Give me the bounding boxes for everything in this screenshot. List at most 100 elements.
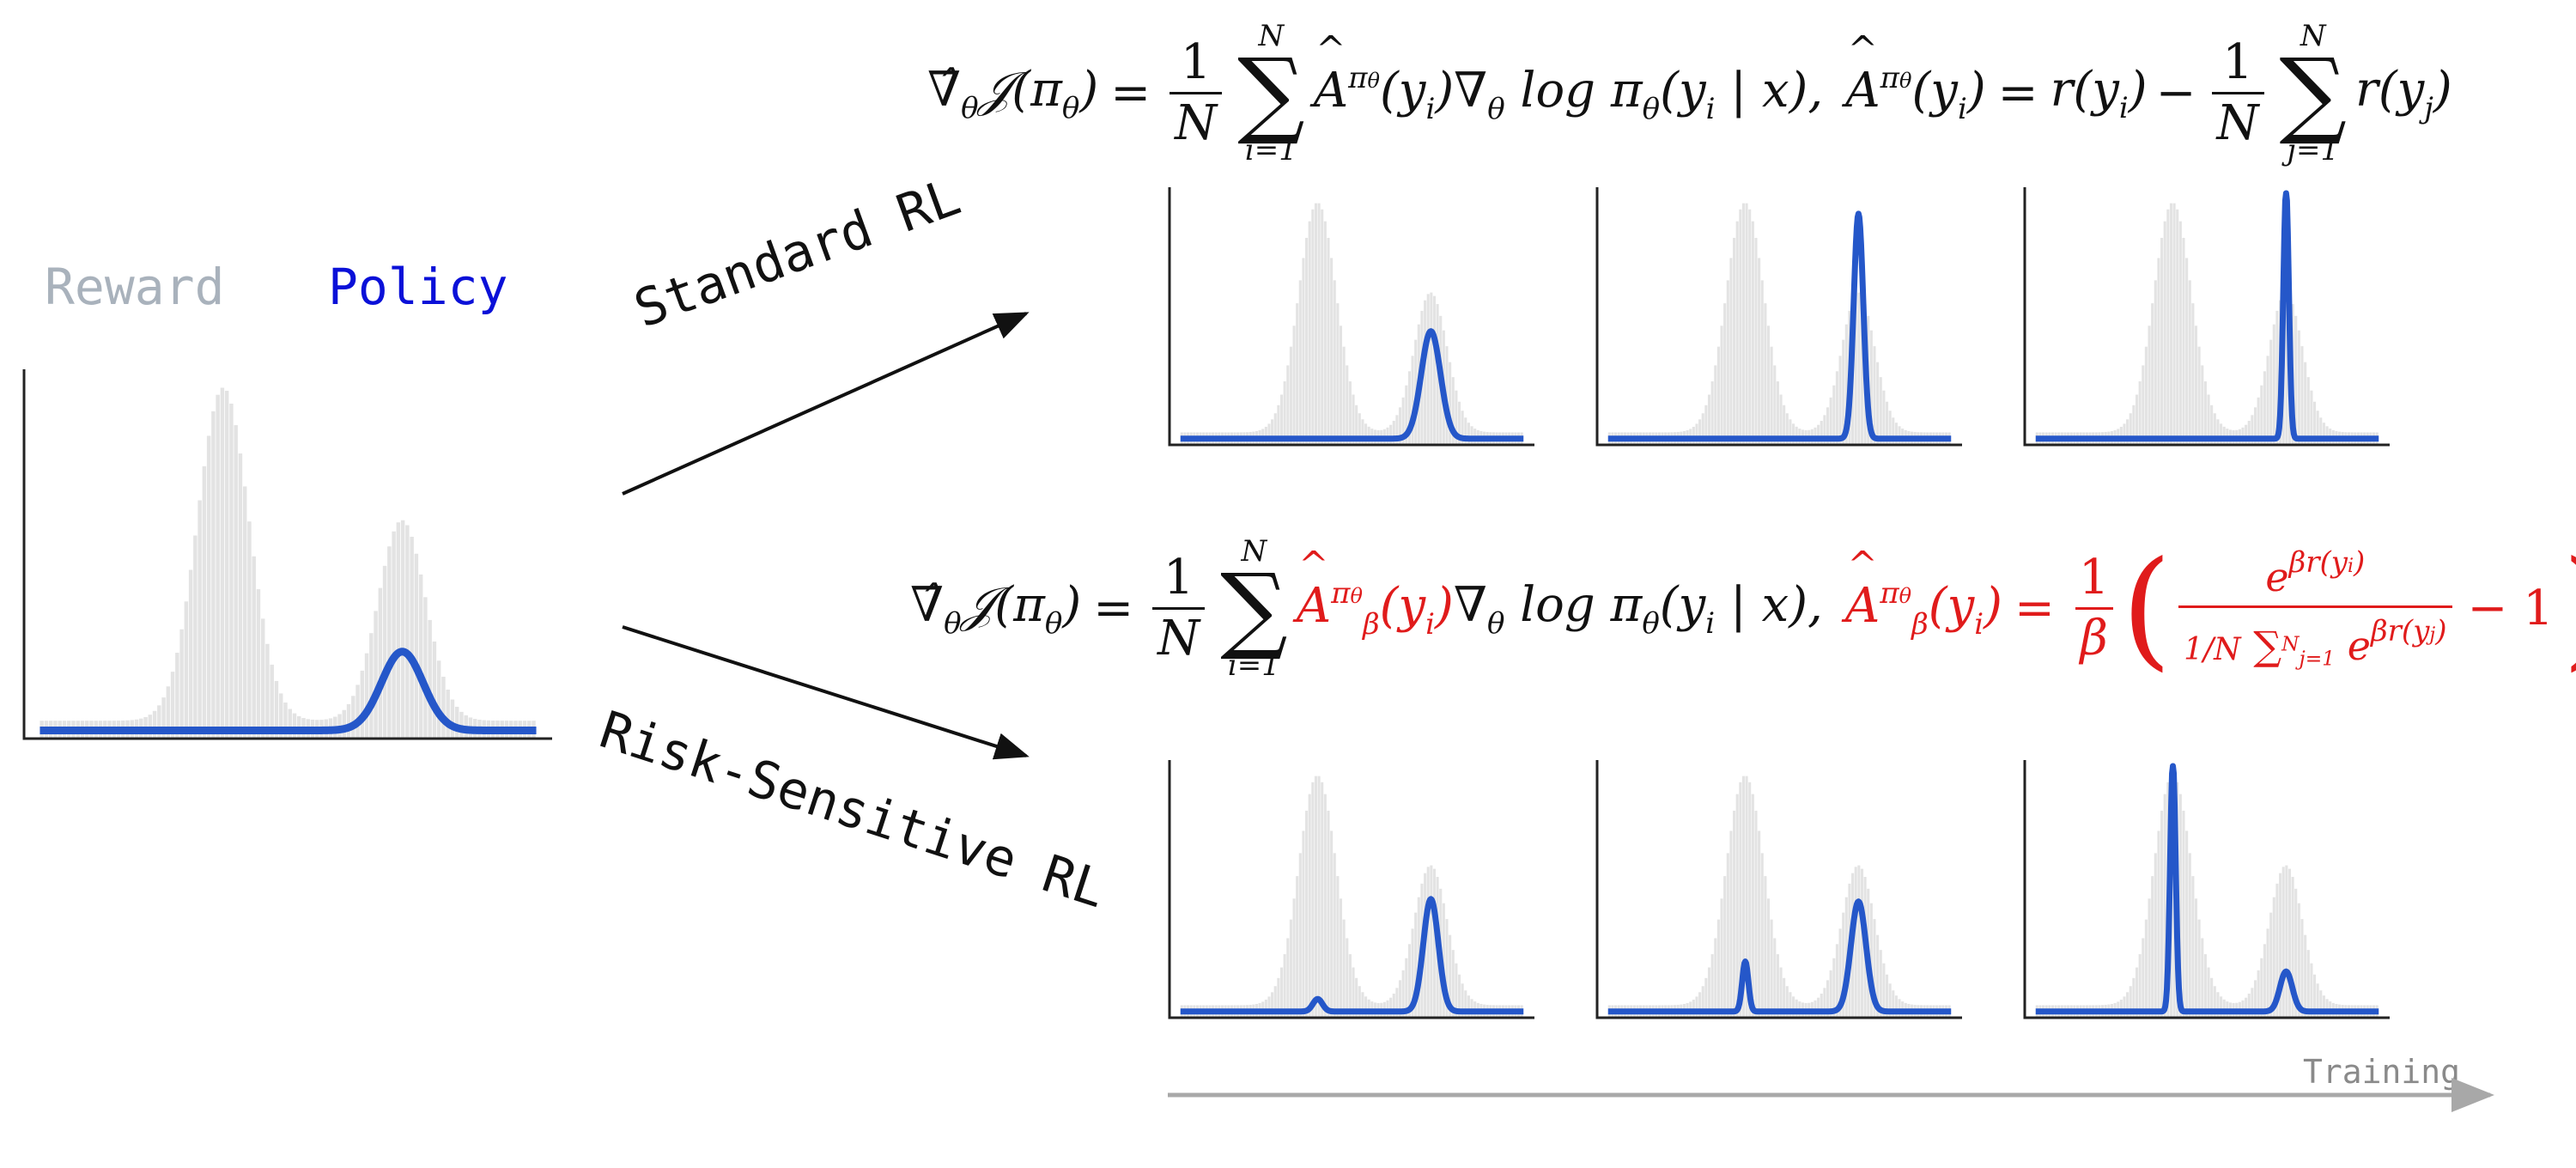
reward-bar bbox=[2312, 401, 2317, 445]
reward-bar bbox=[2294, 888, 2298, 1018]
reward-bar bbox=[2247, 993, 2251, 1018]
reward-bar bbox=[206, 435, 211, 739]
reward-bar bbox=[1844, 897, 1848, 1018]
reward-bar bbox=[1298, 853, 1302, 1018]
policy-curve bbox=[1178, 328, 1526, 442]
reward-bar bbox=[1355, 977, 1358, 1018]
reward-bar bbox=[1426, 294, 1430, 445]
reward-bar bbox=[446, 690, 450, 739]
reward-bar bbox=[1277, 977, 1280, 1018]
reward-bar bbox=[1330, 830, 1334, 1018]
reward-bar bbox=[224, 391, 229, 739]
reward-bar bbox=[184, 601, 189, 739]
reward-bar bbox=[1817, 424, 1820, 445]
reward-bar bbox=[1888, 411, 1892, 445]
reward-bar bbox=[1873, 919, 1876, 1018]
reward-bar bbox=[2247, 420, 2251, 445]
reward-bar bbox=[1832, 385, 1836, 445]
reward-bar bbox=[1346, 365, 1349, 445]
reward-bar bbox=[1467, 423, 1470, 445]
reward-bar bbox=[2135, 967, 2139, 1018]
reward-bar bbox=[436, 660, 441, 739]
reward-bar bbox=[382, 565, 387, 739]
reward-legend-label: Reward bbox=[45, 258, 225, 316]
reward-bar bbox=[2306, 377, 2310, 445]
reward-bar bbox=[1271, 992, 1274, 1018]
reward-bar bbox=[2210, 977, 2214, 1018]
reward-bar bbox=[1464, 417, 1467, 445]
reward-bar bbox=[432, 641, 437, 739]
reward-bar bbox=[1829, 970, 1832, 1018]
reward-bar bbox=[360, 670, 365, 739]
reward-bar bbox=[1726, 853, 1729, 1018]
reward-bar bbox=[1835, 944, 1838, 1018]
reward-bar bbox=[1823, 415, 1826, 445]
reward-bar bbox=[2123, 996, 2126, 1018]
reward-bar bbox=[1779, 394, 1783, 445]
reward-bar bbox=[364, 653, 369, 739]
panel-axes bbox=[1595, 760, 1962, 1019]
reward-bar bbox=[1411, 356, 1414, 445]
reward-bar bbox=[2163, 794, 2166, 1018]
reward-bar bbox=[1857, 292, 1861, 445]
reward-bar bbox=[2279, 873, 2282, 1018]
reward-bar bbox=[179, 629, 184, 739]
reward-bar bbox=[1783, 977, 1786, 1018]
reward-bar bbox=[1457, 974, 1461, 1018]
reward-bar bbox=[1739, 209, 1742, 445]
reward-bar bbox=[1464, 990, 1467, 1018]
reward-bar bbox=[2253, 980, 2257, 1018]
reward-bar bbox=[1860, 868, 1864, 1018]
reward-bar bbox=[1898, 999, 1901, 1018]
reward-bar bbox=[2194, 325, 2198, 445]
reward-bar bbox=[1758, 258, 1761, 445]
reward-bar bbox=[2253, 407, 2257, 445]
reward-bar bbox=[2157, 830, 2160, 1018]
reward-bar bbox=[1348, 954, 1352, 1018]
reward-bar bbox=[1770, 346, 1773, 445]
reward-bar bbox=[1854, 294, 1857, 445]
reward-bar bbox=[166, 686, 171, 739]
reward-bar bbox=[2126, 992, 2129, 1018]
reward-bar bbox=[1405, 958, 1408, 1018]
reward-bar bbox=[1829, 397, 1832, 445]
reward-bar bbox=[1714, 938, 1717, 1018]
reward-bar bbox=[2263, 371, 2266, 445]
reward-bar bbox=[1892, 990, 1895, 1018]
reward-bar bbox=[292, 713, 297, 739]
reward-bar bbox=[2169, 203, 2173, 445]
reward-bar bbox=[2281, 867, 2285, 1018]
reward-bar bbox=[1695, 423, 1698, 445]
reward-bar bbox=[175, 653, 179, 739]
reward-bar bbox=[197, 500, 202, 739]
reward-bar bbox=[2269, 912, 2273, 1018]
reward-bar bbox=[2201, 938, 2204, 1018]
reward-bar bbox=[2220, 996, 2223, 1018]
reward-bar bbox=[1876, 362, 1880, 445]
reward-bar bbox=[410, 536, 414, 739]
reward-bar bbox=[216, 394, 220, 739]
reward-bar bbox=[418, 574, 423, 739]
reward-bar bbox=[2251, 988, 2254, 1018]
reward-histogram bbox=[39, 387, 536, 739]
reward-bar bbox=[2188, 280, 2191, 445]
reward-bar bbox=[346, 703, 351, 739]
reward-bar bbox=[2197, 919, 2201, 1018]
reward-bar bbox=[1348, 381, 1352, 445]
reward-bar bbox=[1741, 776, 1746, 1018]
reward-bar bbox=[450, 699, 455, 739]
policy-curve bbox=[1606, 898, 1953, 1015]
reward-bar bbox=[1317, 776, 1321, 1018]
reward-bar bbox=[229, 403, 234, 739]
reward-bar bbox=[1879, 377, 1882, 445]
reward-bar bbox=[278, 693, 283, 739]
reward-bar bbox=[1442, 903, 1445, 1018]
reward-bar bbox=[161, 697, 166, 739]
reward-bar bbox=[2132, 977, 2136, 1018]
reward-histogram bbox=[1180, 203, 1523, 445]
panel-axes bbox=[2023, 760, 2390, 1019]
reward-bar bbox=[2257, 970, 2260, 1018]
reward-bar bbox=[374, 611, 378, 739]
reward-bar bbox=[351, 696, 355, 739]
reward-bar bbox=[1826, 980, 1830, 1018]
